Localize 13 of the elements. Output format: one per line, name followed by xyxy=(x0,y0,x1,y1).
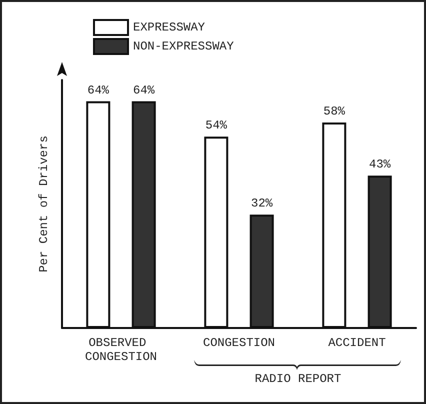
data-label: 32% xyxy=(250,196,274,211)
x-tick-label: CONGESTION xyxy=(202,336,276,350)
data-label: 58% xyxy=(323,104,346,119)
text: RADIO REPORT xyxy=(254,372,342,386)
data-label: 43% xyxy=(368,158,392,172)
data-label: 64% xyxy=(87,83,110,98)
legend-label: EXPRESSWAY xyxy=(133,20,206,34)
legend-label: NON-EXPRESSWAY xyxy=(133,40,234,54)
data-label: 54% xyxy=(205,118,228,133)
data-label: 64% xyxy=(132,83,156,98)
y-axis-title: Per Cent of Drivers xyxy=(37,136,51,272)
x-tick-label: ACCIDENT xyxy=(328,336,386,350)
x-tick-label: OBSERVED CONGESTION xyxy=(84,336,158,364)
